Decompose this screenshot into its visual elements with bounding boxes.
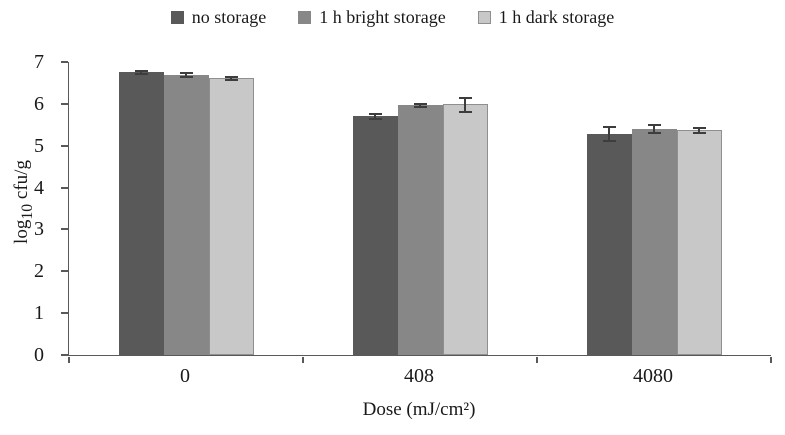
- bar-group-dose-4080: [537, 62, 771, 355]
- y-tick-label-6: 6: [34, 92, 44, 115]
- bar-no-storage-dose-4080: [586, 125, 632, 355]
- error-bar: [692, 127, 706, 135]
- bar-1-h-bright-storage-dose-0: [163, 72, 209, 355]
- error-bar: [224, 76, 238, 82]
- x-tick-mark: [301, 357, 304, 363]
- plot-area: [68, 62, 772, 363]
- y-tick-label-3: 3: [34, 218, 44, 241]
- y-tick-mark: [61, 61, 68, 63]
- y-tick-mark: [61, 228, 68, 231]
- bar-1-h-bright-storage-dose-408: [397, 102, 443, 355]
- y-axis-tick-marks: [61, 61, 68, 356]
- error-bar: [179, 72, 193, 79]
- legend-swatch-dark-storage: [477, 11, 491, 24]
- error-bar: [458, 96, 472, 114]
- y-tick-label-7: 7: [34, 51, 44, 73]
- x-axis-title: Dose (mJ/cm²): [362, 399, 476, 420]
- legend-item-dark-storage: 1 h dark storage: [477, 7, 615, 28]
- y-tick-label-5: 5: [34, 134, 44, 157]
- bar-no-storage-dose-0: [118, 69, 164, 355]
- chart-legend: no storage 1 h bright storage 1 h dark s…: [0, 7, 785, 28]
- legend-item-no-storage: no storage: [170, 7, 267, 28]
- y-tick-mark: [61, 186, 68, 189]
- bar-group-dose-0: [69, 62, 303, 355]
- x-axis-category-labels: 0 408 4080: [68, 365, 770, 388]
- x-tick-mark: [68, 357, 70, 363]
- error-bar: [413, 102, 427, 108]
- x-category-label-408: 408: [404, 365, 434, 387]
- legend-label-dark-storage: 1 h dark storage: [498, 7, 615, 27]
- y-tick-label-4: 4: [34, 176, 44, 199]
- y-tick-mark: [61, 354, 68, 356]
- legend-swatch-bright-storage: [298, 11, 312, 24]
- plot-inner: [69, 62, 771, 355]
- error-bar: [602, 125, 616, 143]
- y-tick-mark: [61, 312, 68, 315]
- error-bar: [134, 69, 148, 76]
- legend-item-bright-storage: 1 h bright storage: [298, 7, 446, 28]
- bar-1-h-dark-storage-dose-0: [208, 76, 254, 355]
- y-axis-tick-labels: 0 1 2 3 4 5 6 7: [0, 51, 52, 366]
- bar-no-storage-dose-408: [352, 113, 398, 355]
- legend-label-no-storage: no storage: [191, 7, 267, 27]
- x-axis-tick-marks: [68, 355, 772, 364]
- legend-swatch-no-storage: [170, 11, 184, 24]
- y-tick-mark: [61, 102, 68, 105]
- legend-label-bright-storage: 1 h bright storage: [319, 7, 446, 27]
- bar-1-h-dark-storage-dose-408: [442, 96, 488, 355]
- error-bar: [647, 123, 661, 135]
- y-tick-mark: [61, 270, 68, 273]
- error-bar: [368, 113, 382, 120]
- x-tick-mark: [770, 357, 772, 363]
- x-category-label-4080: 4080: [633, 365, 673, 387]
- x-category-label-0: 0: [180, 365, 190, 387]
- x-tick-mark: [535, 357, 538, 363]
- y-tick-label-0: 0: [34, 344, 44, 366]
- y-tick-label-1: 1: [34, 302, 44, 325]
- y-tick-mark: [61, 144, 68, 147]
- bar-1-h-bright-storage-dose-4080: [631, 123, 677, 355]
- y-tick-label-2: 2: [34, 260, 44, 283]
- bar-1-h-dark-storage-dose-4080: [676, 127, 722, 355]
- bar-group-dose-408: [303, 62, 537, 355]
